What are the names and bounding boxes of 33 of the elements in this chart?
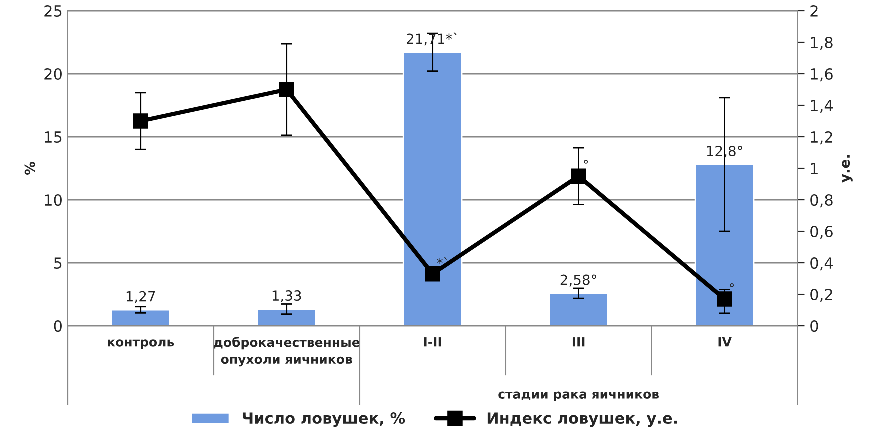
y2-tick-label: 0,4 — [810, 257, 834, 271]
y-tick-label: 25 — [44, 5, 62, 18]
y2-tick-label: 1,6 — [811, 68, 833, 82]
y2-tick-label: 1 — [811, 163, 818, 174]
annotation: ° — [730, 284, 734, 288]
y-tick-label: 15 — [45, 132, 62, 144]
y2-tick-label: 0 — [810, 320, 818, 332]
legend-label: Индекс ловушек, у.е. — [488, 412, 678, 428]
text: стадии рака яичников — [498, 392, 659, 402]
y2-tick-label: 0,2 — [810, 289, 832, 302]
data-label: 1,27 — [126, 291, 156, 304]
y2-tick-label: 1,2 — [811, 131, 832, 145]
y2-axis-title: у.е. — [842, 155, 853, 183]
data-label: 2,58° — [560, 274, 596, 287]
y2-tick-label: 1,8 — [811, 36, 833, 50]
annotation: *` — [437, 258, 448, 264]
y2-tick-label: 0,8 — [810, 194, 833, 208]
y2-tick-label: 0,6 — [810, 226, 833, 240]
x-tick-label: доброкачественные опухоли яичников — [214, 337, 360, 367]
x-tick-label: I-II — [424, 338, 442, 347]
x-tick-label: III — [572, 338, 585, 347]
annotation: ° — [584, 160, 588, 164]
x-tick-label: IV — [718, 338, 732, 347]
x-tick-label: контроль — [108, 340, 174, 350]
y2-tick-label: 1,4 — [811, 100, 834, 114]
y-tick-label: 20 — [44, 68, 62, 80]
y-tick-label: 5 — [54, 258, 62, 270]
y-tick-label: 10 — [45, 194, 62, 206]
y-axis-title: % — [24, 162, 36, 176]
y-tick-label: 0 — [54, 320, 62, 332]
y2-tick-label: 2 — [810, 5, 818, 17]
legend-label: Число ловушек, % — [242, 412, 406, 428]
data-label: 1,33 — [272, 290, 302, 302]
